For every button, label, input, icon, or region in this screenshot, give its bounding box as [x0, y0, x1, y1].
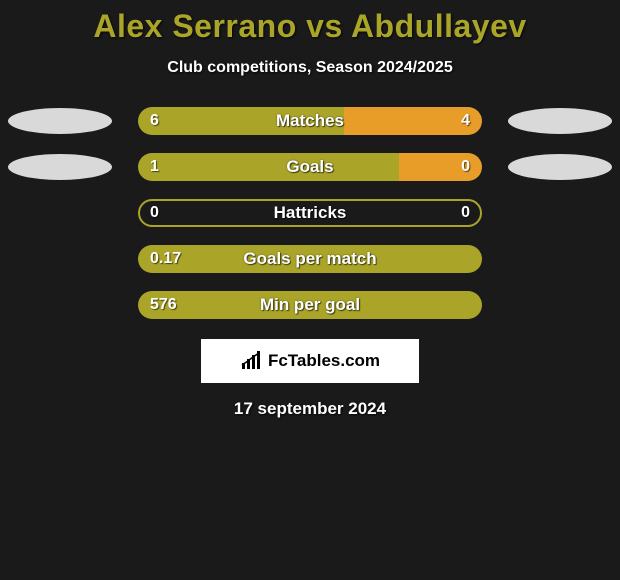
comparison-card: Alex Serrano vs Abdullayev Club competit…: [0, 0, 620, 419]
logo-text: FcTables.com: [268, 351, 380, 371]
player-left-blob: [8, 154, 112, 180]
stat-label: Goals: [138, 153, 482, 181]
stat-value-left: 1: [150, 158, 159, 176]
page-title: Alex Serrano vs Abdullayev: [93, 8, 526, 45]
stat-bar-track: Hattricks: [138, 199, 482, 227]
page-subtitle: Club competitions, Season 2024/2025: [167, 59, 452, 77]
date-label: 17 september 2024: [234, 399, 386, 419]
stat-value-left: 0: [150, 204, 159, 222]
stat-label: Matches: [138, 107, 482, 135]
stat-bar-track: Matches: [138, 107, 482, 135]
player-right-blob: [508, 154, 612, 180]
stat-value-right: 0: [461, 158, 470, 176]
stat-value-left: 576: [150, 296, 177, 314]
stat-bar-track: Goals per match: [138, 245, 482, 273]
player-right-blob: [508, 108, 612, 134]
stat-row: Goals per match0.17: [0, 245, 620, 273]
stat-bar-track: Min per goal: [138, 291, 482, 319]
stat-label: Hattricks: [140, 201, 480, 225]
stat-row: Min per goal576: [0, 291, 620, 319]
stat-row: Hattricks0 0: [0, 199, 620, 227]
stat-value-right: 4: [461, 112, 470, 130]
stat-bar-track: Goals: [138, 153, 482, 181]
stat-value-left: 6: [150, 112, 159, 130]
stat-value-left: 0.17: [150, 250, 181, 268]
stat-row: Matches6 4: [0, 107, 620, 135]
chart-icon: [240, 351, 264, 371]
stats-rows: Matches64Goals10Hattricks00Goals per mat…: [0, 107, 620, 319]
stat-value-right: 0: [461, 204, 470, 222]
stat-row: Goals1 0: [0, 153, 620, 181]
logo-box[interactable]: FcTables.com: [201, 339, 419, 383]
stat-label: Min per goal: [138, 291, 482, 319]
player-left-blob: [8, 108, 112, 134]
stat-label: Goals per match: [138, 245, 482, 273]
